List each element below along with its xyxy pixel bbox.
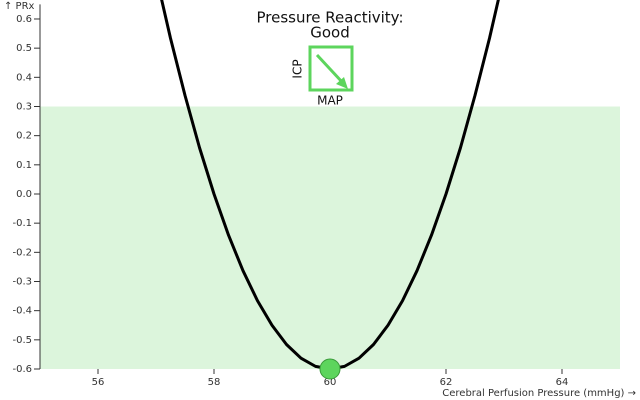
y-tick-label: -0.3 xyxy=(12,276,32,287)
x-axis-label: Cerebral Perfusion Pressure (mmHg) → xyxy=(442,388,636,399)
y-tick-label: 0.2 xyxy=(16,131,32,142)
icon-y-label: ICP xyxy=(291,59,305,78)
highlight-point xyxy=(319,358,341,380)
shaded-region xyxy=(40,106,620,369)
x-tick-label: 62 xyxy=(440,377,453,388)
y-tick-label: -0.4 xyxy=(12,306,32,317)
icon-box xyxy=(308,45,354,92)
y-tick-label: -0.6 xyxy=(12,364,32,375)
background-layer: -0.6 -0.5 -0.4 -0.3 -0.2 -0.1 0.0 0.1 0.2 0.3 0.4 0… xyxy=(12,4,620,388)
annotation-status: Good xyxy=(310,24,350,42)
x-tick-label: 60 xyxy=(324,377,337,388)
icon-x-label: MAP xyxy=(317,94,343,108)
icon-arrow-head xyxy=(336,77,348,89)
y-tick-label: 0.3 xyxy=(16,101,32,112)
y-tick-label: -0.5 xyxy=(12,335,32,346)
x-tick-label: 58 xyxy=(208,377,221,388)
x-tick-label: 64 xyxy=(556,377,569,388)
main-layer xyxy=(160,0,500,380)
icon-arrow xyxy=(315,53,345,85)
y-tick-label: 0.4 xyxy=(16,72,32,83)
y-tick-label: 0.1 xyxy=(16,160,32,171)
y-tick-label: -0.1 xyxy=(12,218,32,229)
annotation-title: Pressure Reactivity: xyxy=(256,9,403,27)
y-axis-label: ↑ PRx xyxy=(4,1,35,12)
curve xyxy=(160,0,500,369)
y-tick-label: 0.6 xyxy=(16,14,32,25)
y-tick-label: 0.5 xyxy=(16,43,32,54)
y-tick-label: -0.2 xyxy=(12,247,32,258)
x-tick-label: 56 xyxy=(92,377,105,388)
y-tick-label: 0.0 xyxy=(16,189,32,200)
